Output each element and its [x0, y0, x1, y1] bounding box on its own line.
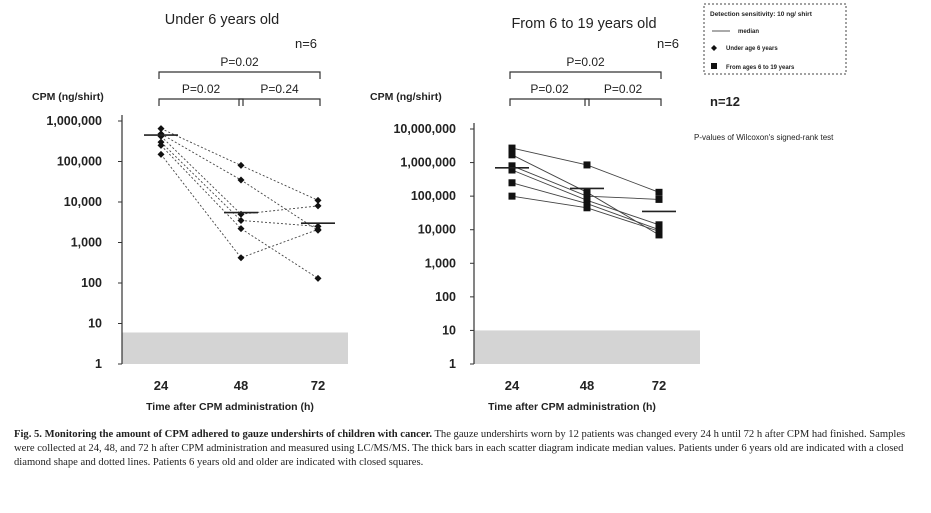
data-point-diamond — [237, 254, 245, 262]
data-point-diamond — [237, 176, 245, 184]
x-tick-label: 24 — [505, 378, 520, 393]
panel-title: Under 6 years old — [165, 12, 279, 28]
x-axis-label: Time after CPM administration (h) — [488, 401, 656, 413]
y-tick-label: 10,000,000 — [393, 122, 456, 136]
legend-title: Detection sensitivity: 10 ng/ shirt — [710, 11, 813, 18]
data-point-diamond — [314, 196, 322, 204]
y-tick-label: 100 — [81, 276, 102, 290]
x-tick-label: 48 — [234, 378, 248, 393]
significance-bracket — [584, 98, 662, 106]
y-tick-label: 10 — [88, 317, 102, 331]
y-tick-label: 1 — [449, 357, 456, 371]
y-tick-label: 1 — [95, 357, 102, 371]
p-value-label: P=0.24 — [260, 82, 299, 96]
data-point-square — [508, 162, 516, 170]
p-value-label: P=0.02 — [604, 82, 643, 96]
data-point-square — [508, 179, 516, 187]
y-tick-label: 100 — [435, 290, 456, 304]
legend-square-icon — [711, 63, 717, 69]
significance-bracket — [158, 98, 244, 106]
y-tick-label: 1,000,000 — [400, 156, 456, 170]
detection-limit-region — [122, 332, 348, 364]
legend-diamond-icon — [711, 45, 717, 51]
significance-bracket — [238, 98, 321, 106]
series-line — [511, 147, 660, 193]
data-point-diamond — [237, 161, 245, 169]
data-point-square — [583, 161, 591, 169]
significance-bracket — [158, 71, 321, 79]
y-tick-label: 1,000,000 — [46, 114, 102, 128]
data-point-square — [583, 192, 591, 200]
panel-6-to-19: 1 10 100 1,000 10,000 100,000 1,000,000 10,000,… — [370, 16, 700, 413]
p-value-label: P=0.02 — [220, 55, 259, 69]
y-tick-label: 10,000 — [64, 195, 102, 209]
legend-over6-label: From ages 6 to 19 years — [726, 65, 795, 71]
data-point-square — [583, 200, 591, 208]
y-tick-label: 1,000 — [71, 236, 102, 250]
data-point-square — [655, 231, 663, 239]
legend-box: Detection sensitivity: 10 ng/ shirt medi… — [703, 3, 847, 75]
data-point-diamond — [314, 274, 322, 282]
y-tick-label: 100,000 — [57, 155, 102, 169]
data-point-square — [655, 195, 663, 203]
x-tick-label: 72 — [652, 378, 666, 393]
data-point-diamond — [237, 216, 245, 224]
y-tick-label: 1,000 — [425, 256, 456, 270]
data-point-square — [508, 151, 516, 159]
x-tick-label: 24 — [154, 378, 169, 393]
panel-n-label: n=6 — [295, 36, 317, 51]
detection-limit-region — [474, 330, 700, 364]
caption-label: Fig. 5. — [14, 429, 42, 440]
data-point-square — [508, 192, 516, 200]
data-point-diamond — [314, 225, 322, 233]
x-tick-label: 72 — [311, 378, 325, 393]
legend-under6-label: Under age 6 years — [726, 46, 778, 52]
y-axis-label: CPM (ng/shirt) — [32, 91, 104, 103]
data-point-square — [508, 144, 516, 152]
caption-text: The gauze undershirts worn by 12 patient… — [14, 429, 906, 468]
y-tick-label: 100,000 — [411, 189, 456, 203]
data-point-diamond — [157, 150, 165, 158]
data-point-square — [508, 166, 516, 174]
data-point-square — [655, 188, 663, 196]
panel-n-label: n=6 — [657, 36, 679, 51]
caption-title: Monitoring the amount of CPM adhered to … — [44, 429, 432, 440]
data-point-square — [655, 221, 663, 229]
panel-title: From 6 to 19 years old — [511, 16, 656, 32]
legend-frame — [703, 3, 847, 75]
series-line — [160, 154, 319, 259]
legend-median-label: median — [738, 29, 759, 35]
figure-caption: Fig. 5. Monitoring the amount of CPM adh… — [14, 428, 914, 470]
y-axis-label: CPM (ng/shirt) — [370, 91, 442, 103]
data-point-diamond — [157, 141, 165, 149]
panel-under-6: 1 10 100 1,000 10,000 100,000 1,000,000 24 48 72 C… — [32, 12, 348, 413]
y-tick-label: 10 — [442, 323, 456, 337]
data-point-diamond — [314, 202, 322, 210]
data-point-square — [583, 204, 591, 212]
series-line — [160, 145, 319, 279]
data-point-diamond — [157, 125, 165, 133]
p-value-label: P=0.02 — [182, 82, 221, 96]
p-value-label: P=0.02 — [566, 55, 605, 69]
test-note: P-values of Wilcoxon's signed-rank test — [694, 133, 834, 142]
p-value-label: P=0.02 — [530, 82, 569, 96]
series-line — [160, 141, 319, 227]
data-point-diamond — [237, 225, 245, 233]
data-point-square — [583, 188, 591, 196]
figure-5-chart: Detection sensitivity: 10 ng/ shirt medi… — [32, 3, 847, 413]
y-tick-label: 10,000 — [418, 223, 456, 237]
total-n-label: n=12 — [710, 94, 740, 109]
x-tick-label: 48 — [580, 378, 594, 393]
x-axis-label: Time after CPM administration (h) — [146, 401, 314, 413]
significance-bracket — [509, 71, 662, 79]
significance-bracket — [509, 98, 590, 106]
series-line — [160, 135, 319, 215]
data-point-square — [655, 227, 663, 235]
